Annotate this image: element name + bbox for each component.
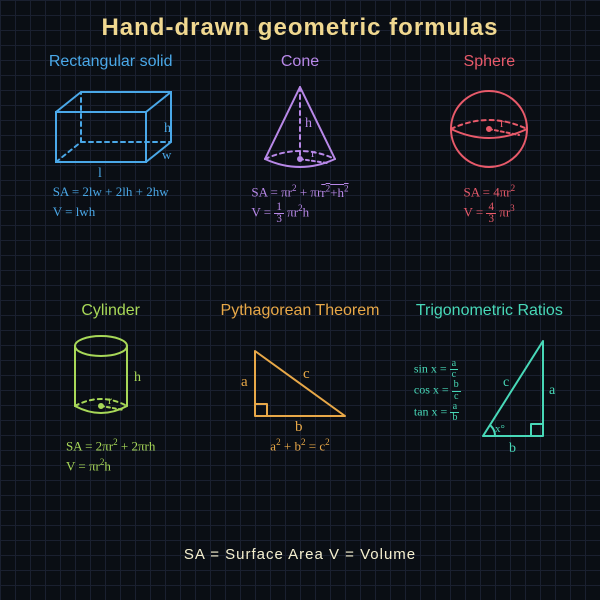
- label-r: r: [311, 145, 316, 160]
- pythagoras-shape: a b c: [225, 326, 375, 436]
- formula-v: V = 43 πr3: [463, 202, 515, 225]
- label-l: l: [98, 166, 102, 181]
- formula-sa: SA = 2lw + 2lh + 2hw: [53, 182, 169, 202]
- cylinder-shape: h r: [46, 326, 176, 436]
- section-pythagoras: Pythagorean Theorem a b c a2 + b2 = c2: [209, 301, 390, 542]
- section-trig: Trigonometric Ratios sin x = ac cos x = …: [399, 301, 580, 542]
- sphere-title: Sphere: [464, 52, 516, 71]
- cylinder-formulas: SA = 2πr2 + 2πrh V = πr2h: [66, 436, 155, 476]
- label-a: a: [241, 374, 248, 390]
- formula-v: V = πr2h: [66, 456, 155, 476]
- label-h: h: [164, 121, 171, 136]
- section-cone: Cone h r SA = πr2 + πrr2+h2 V = 13 πr2h: [209, 52, 390, 293]
- cone-shape: h r: [235, 77, 365, 182]
- section-sphere: Sphere r SA = 4πr2 V = 43 πr3: [399, 52, 580, 293]
- formula-v: V = lwh: [53, 202, 169, 222]
- cylinder-title: Cylinder: [81, 301, 140, 320]
- label-c: c: [503, 375, 509, 390]
- sphere-shape: r: [424, 77, 554, 182]
- content-root: Hand-drawn geometric formulas Rectangula…: [0, 0, 600, 600]
- cone-title: Cone: [281, 52, 319, 71]
- sphere-formulas: SA = 4πr2 V = 43 πr3: [463, 182, 515, 225]
- trig-title: Trigonometric Ratios: [416, 301, 563, 320]
- main-title: Hand-drawn geometric formulas: [0, 0, 600, 42]
- label-r: r: [108, 393, 112, 407]
- formula: a2 + b2 = c2: [270, 436, 329, 456]
- trig-shape: a b c x°: [465, 326, 565, 456]
- rect-solid-formulas: SA = 2lw + 2lh + 2hw V = lwh: [53, 182, 169, 221]
- rect-solid-title: Rectangular solid: [49, 52, 173, 71]
- sections-grid: Rectangular solid h w l SA = 2lw + 2lh +…: [0, 42, 600, 542]
- label-b: b: [295, 419, 303, 435]
- legend: SA = Surface Area V = Volume: [0, 542, 600, 563]
- formula-tan: tan x = ab: [414, 402, 461, 423]
- formula-cos: cos x = bc: [414, 380, 461, 401]
- formula-sin: sin x = ac: [414, 359, 461, 380]
- pythagoras-title: Pythagorean Theorem: [221, 301, 380, 320]
- label-a: a: [549, 383, 556, 398]
- label-b: b: [509, 441, 516, 456]
- rect-solid-shape: h w l: [36, 77, 186, 182]
- label-h: h: [134, 370, 141, 385]
- section-rect-solid: Rectangular solid h w l SA = 2lw + 2lh +…: [20, 52, 201, 293]
- formula-sa: SA = 4πr2: [463, 182, 515, 202]
- formula-v: V = 13 πr2h: [251, 202, 348, 225]
- label-h: h: [305, 116, 312, 131]
- pythagoras-formula: a2 + b2 = c2: [270, 436, 329, 456]
- label-r: r: [500, 115, 505, 130]
- cone-formulas: SA = πr2 + πrr2+h2 V = 13 πr2h: [251, 182, 348, 225]
- label-x: x°: [495, 423, 505, 435]
- section-cylinder: Cylinder h r SA = 2πr2 + 2πrh V = πr2h: [20, 301, 201, 542]
- formula-sa: SA = πr2 + πrr2+h2: [251, 182, 348, 202]
- trig-formulas: sin x = ac cos x = bc tan x = ab: [414, 359, 461, 423]
- label-c: c: [303, 366, 310, 382]
- label-w: w: [162, 147, 172, 162]
- formula-sa: SA = 2πr2 + 2πrh: [66, 436, 155, 456]
